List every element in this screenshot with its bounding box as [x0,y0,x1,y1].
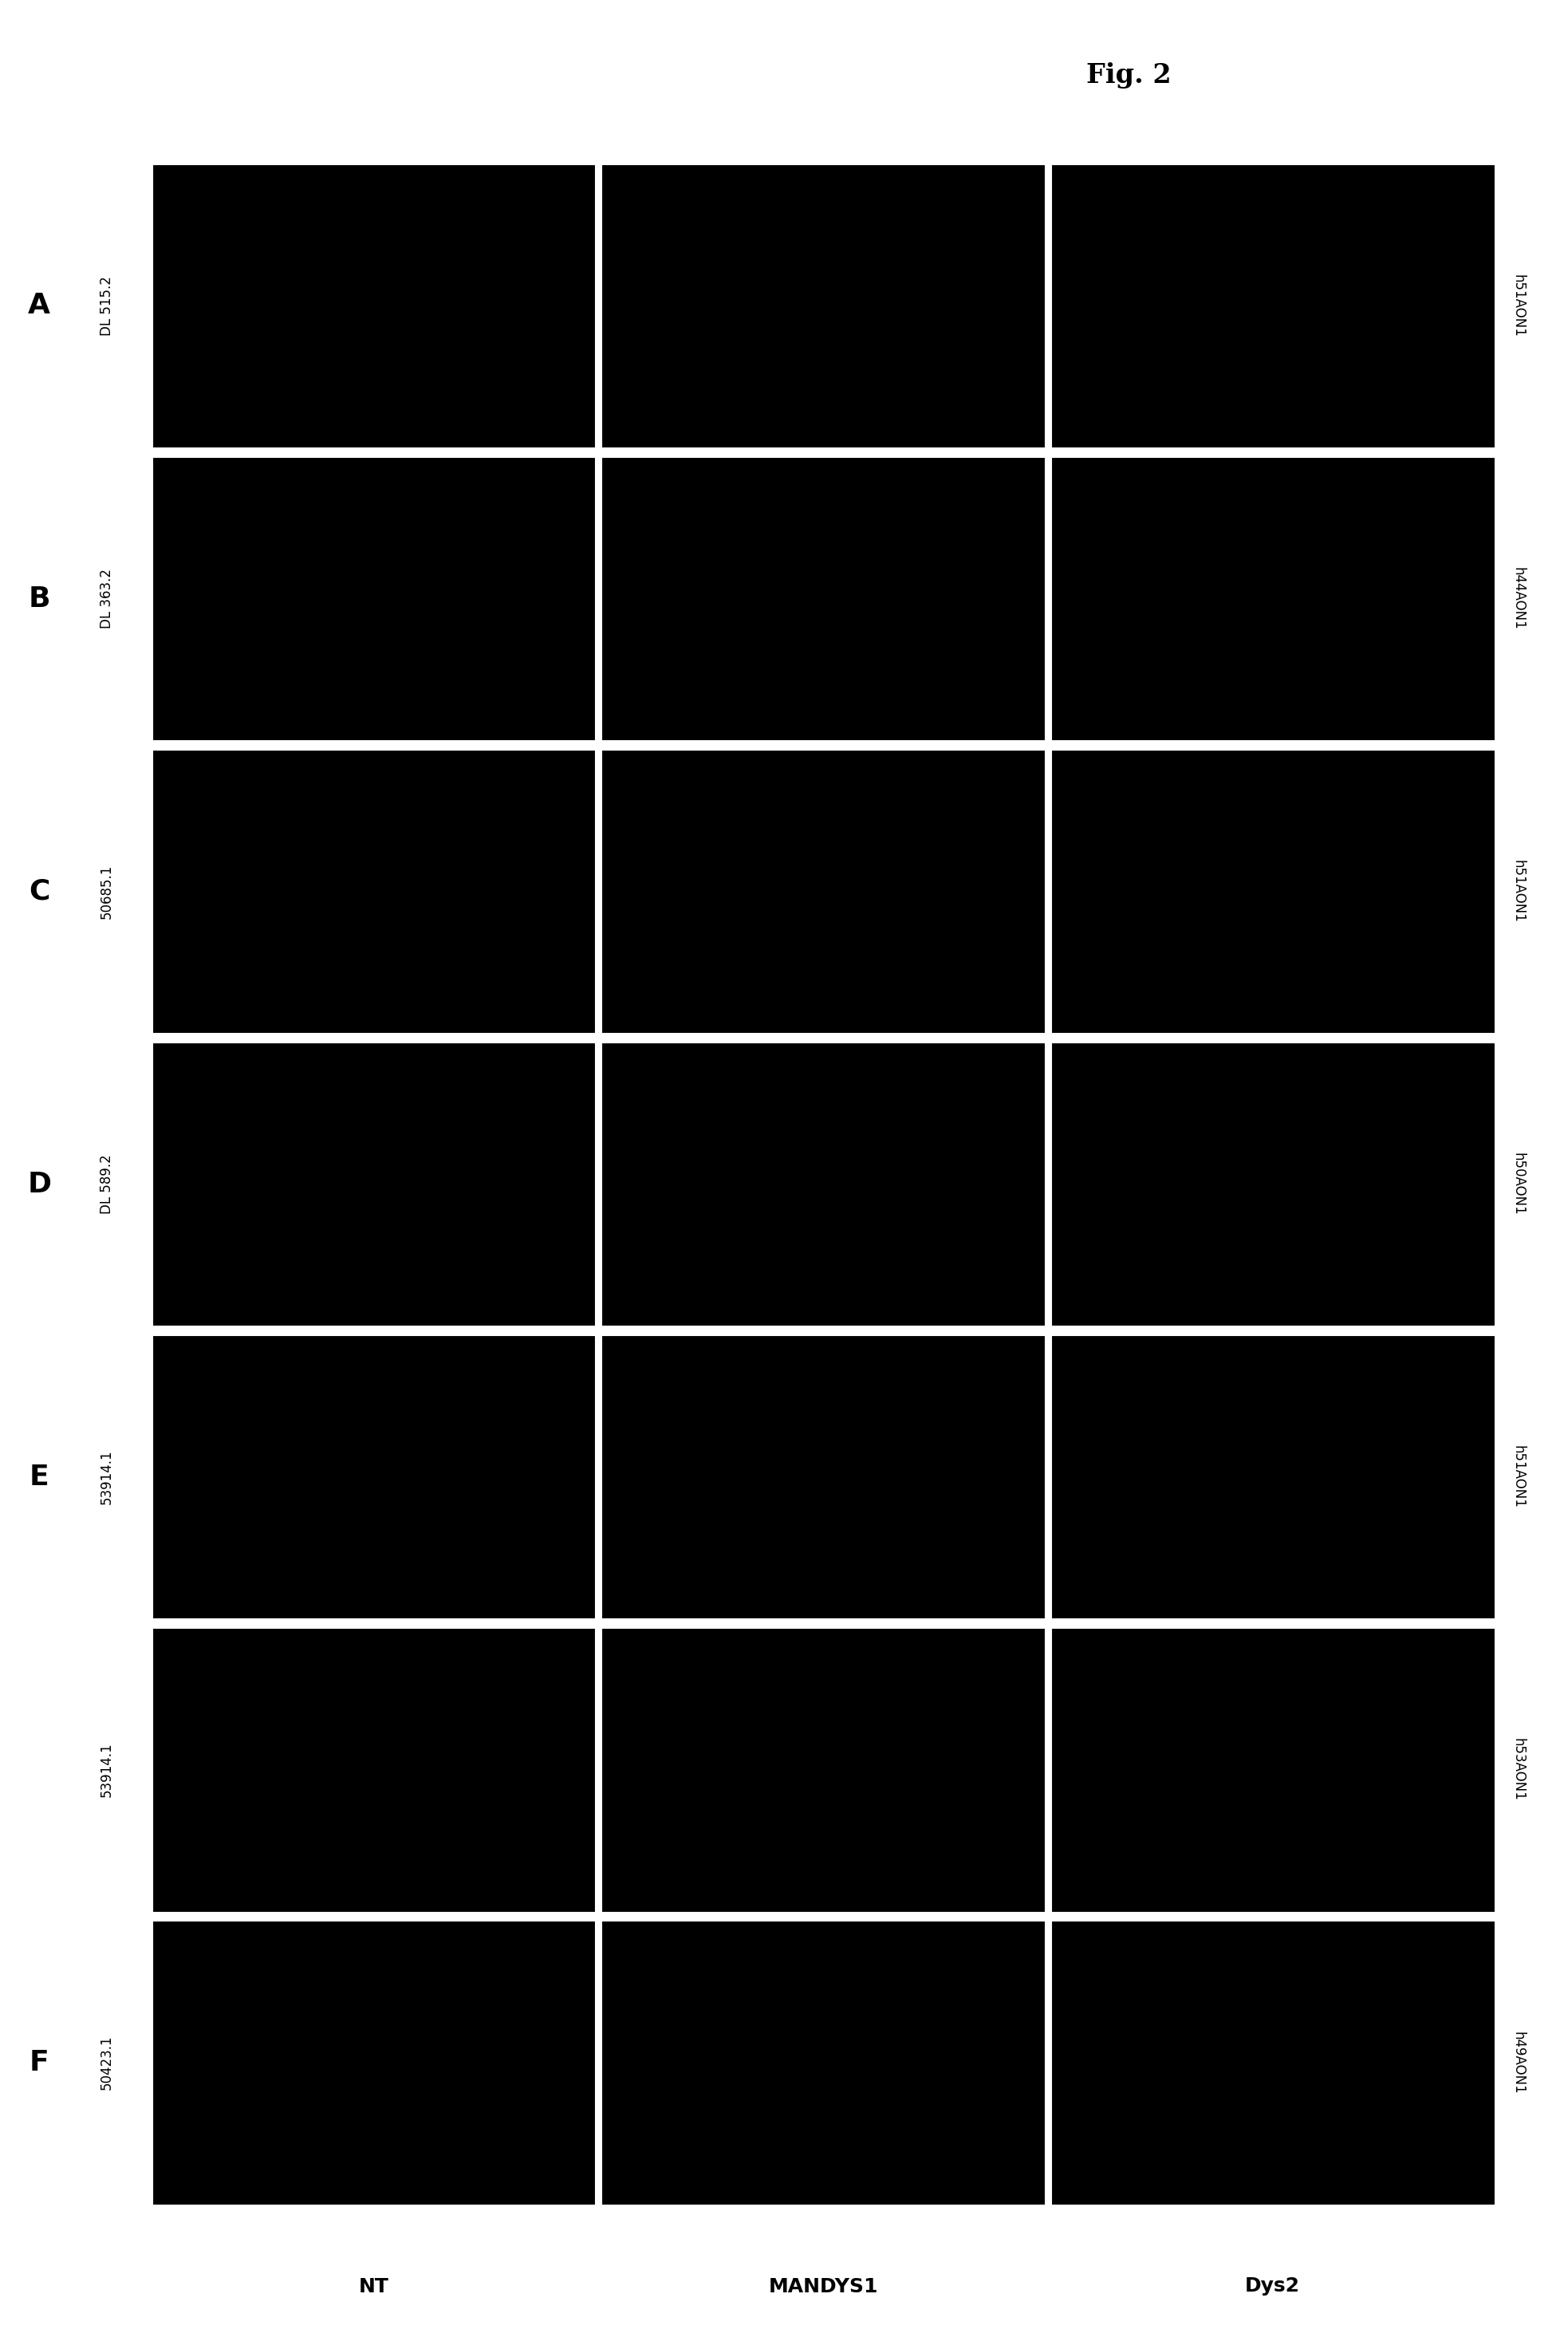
Text: h51AON1: h51AON1 [1510,861,1526,924]
Text: E: E [30,1463,49,1491]
Text: D: D [27,1170,52,1198]
Text: DL 589.2: DL 589.2 [99,1154,114,1215]
Text: h53AON1: h53AON1 [1510,1738,1526,1801]
Text: A: A [28,293,50,319]
Text: 53914.1: 53914.1 [99,1449,114,1505]
Text: DL 515.2: DL 515.2 [99,277,114,335]
Text: 53914.1: 53914.1 [99,1742,114,1796]
Text: h51AON1: h51AON1 [1510,274,1526,338]
Text: h49AON1: h49AON1 [1510,2031,1526,2094]
Text: h51AON1: h51AON1 [1510,1445,1526,1508]
Text: 50685.1: 50685.1 [99,865,114,919]
Text: NT: NT [359,2277,389,2296]
Text: F: F [30,2050,49,2075]
Text: C: C [28,877,50,905]
Text: B: B [28,586,50,612]
Text: DL 363.2: DL 363.2 [99,570,114,628]
Text: MANDYS1: MANDYS1 [768,2277,878,2296]
Text: Fig. 2: Fig. 2 [1087,61,1171,89]
Text: Dys2: Dys2 [1245,2277,1300,2296]
Text: h50AON1: h50AON1 [1510,1154,1526,1215]
Text: 50423.1: 50423.1 [99,2035,114,2089]
Text: h44AON1: h44AON1 [1510,567,1526,631]
